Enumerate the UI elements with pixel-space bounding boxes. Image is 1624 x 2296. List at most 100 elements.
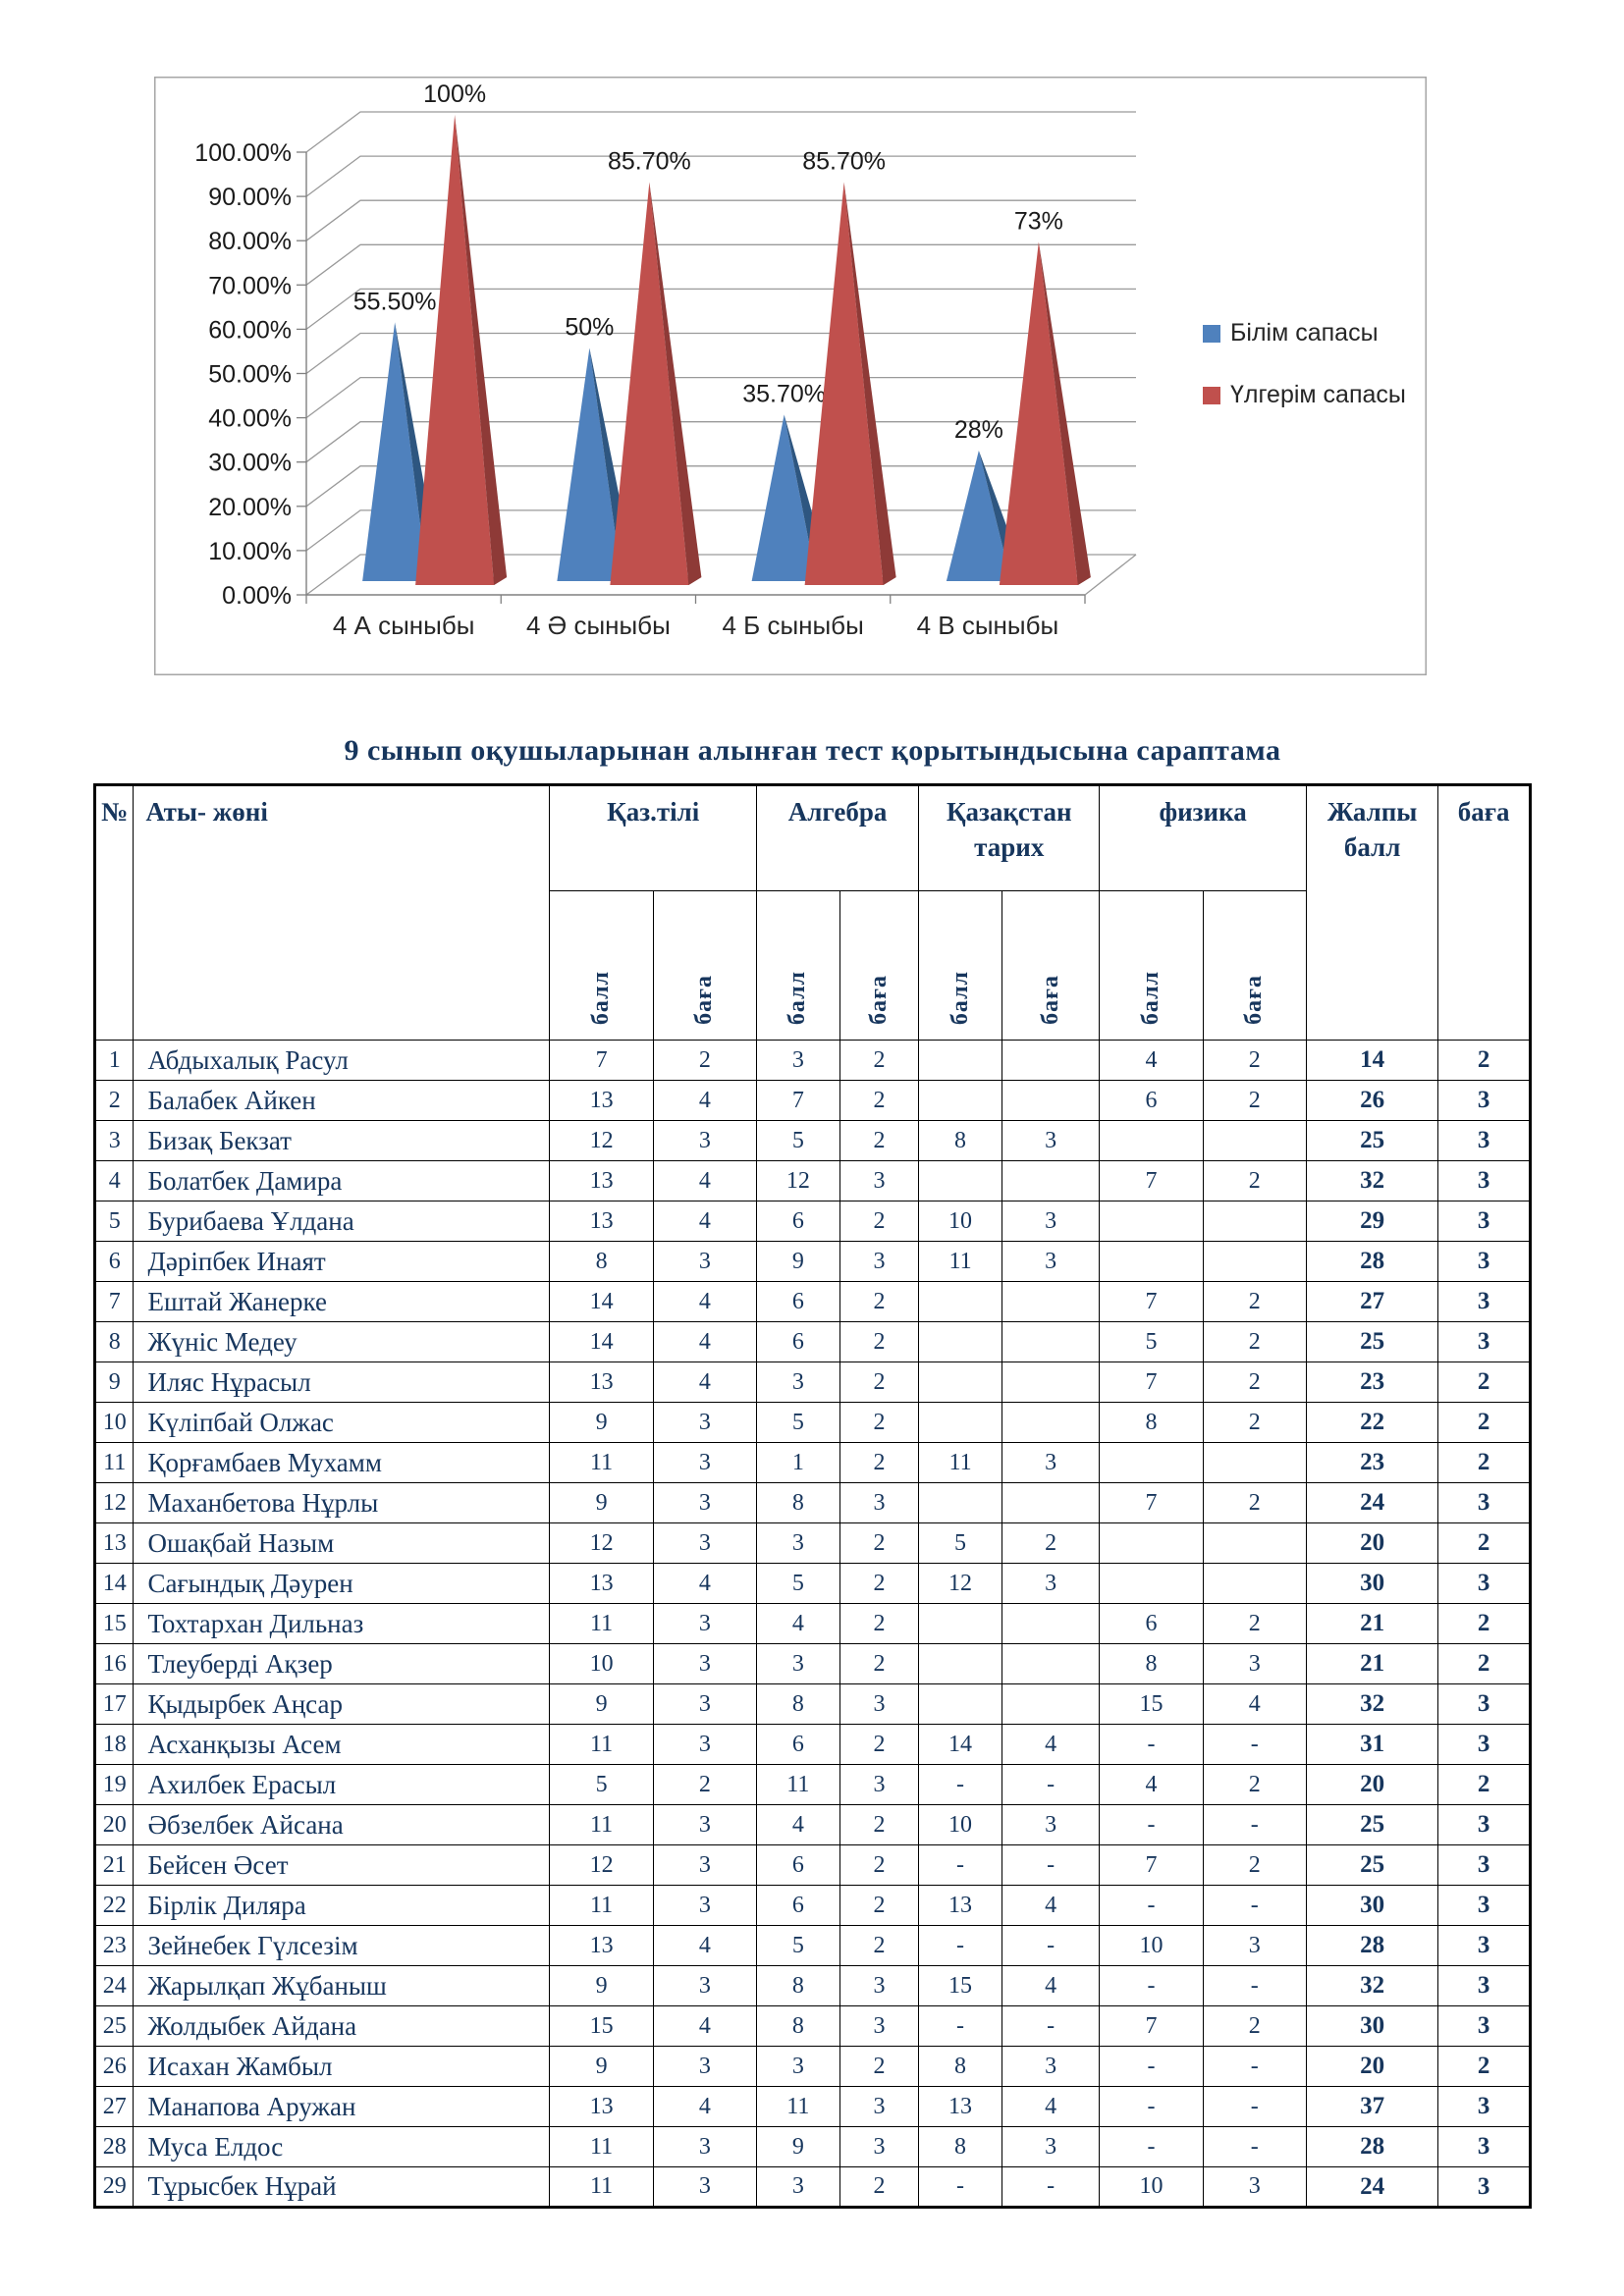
pyramid-side <box>649 182 702 585</box>
score-cell: 2 <box>839 1040 920 1081</box>
score-cell: 3 <box>652 1482 757 1523</box>
score-cell: 3 <box>1001 1563 1101 1604</box>
score-cell <box>1202 1201 1307 1242</box>
score-cell: 2 <box>839 1080 920 1121</box>
grade-cell: 2 <box>1437 1362 1531 1403</box>
pyramid-ulgerim <box>610 182 689 585</box>
score-cell: 3 <box>652 1643 757 1684</box>
table-row: 7 Ештай Жанерке 14 4 6 2 7 2 27 3 <box>93 1281 1531 1322</box>
grade-cell: 2 <box>1437 1442 1531 1483</box>
grade-cell: 3 <box>1437 2005 1531 2047</box>
score-cell <box>1202 1120 1307 1161</box>
score-cell <box>918 1281 1002 1322</box>
col-header-subject-0: Қаз.тілі <box>549 784 757 891</box>
gridline <box>305 243 1136 286</box>
score-cell <box>1099 1120 1204 1161</box>
grade-cell: 3 <box>1437 1321 1531 1362</box>
score-cell: 8 <box>755 1683 840 1725</box>
score-cell: 7 <box>1099 1482 1204 1523</box>
score-cell: - <box>1099 2126 1204 2167</box>
pyramid-side <box>455 115 508 585</box>
score-cell: 13 <box>549 1563 654 1604</box>
table-row: 16 Тлеуберді Ақзер 10 3 3 2 8 3 21 2 <box>93 1643 1531 1684</box>
score-cell <box>918 1362 1002 1403</box>
legend-swatch <box>1203 325 1220 343</box>
score-cell: 10 <box>918 1804 1002 1845</box>
row-number: 2 <box>93 1080 135 1121</box>
score-cell: 15 <box>549 2005 654 2047</box>
score-cell: 3 <box>1202 1925 1307 1966</box>
y-axis-label: 80.00% <box>208 228 292 255</box>
score-cell: 3 <box>652 1442 757 1483</box>
table-row: 2 Балабек Айкен 13 4 7 2 6 2 26 3 <box>93 1080 1531 1121</box>
subcol-header-score-3-label: балл <box>1137 970 1164 1025</box>
score-cell: 10 <box>918 1201 1002 1242</box>
score-cell: 1 <box>755 1442 840 1483</box>
data-label: 85.70% <box>608 147 691 175</box>
score-cell: 10 <box>549 1643 654 1684</box>
score-cell: 9 <box>755 1241 840 1282</box>
score-cell: 2 <box>652 1764 757 1805</box>
score-cell: 4 <box>1001 2086 1101 2127</box>
score-cell: 6 <box>755 1281 840 1322</box>
score-cell: - <box>1001 1925 1101 1966</box>
score-cell <box>1099 1201 1204 1242</box>
score-cell <box>1001 1482 1101 1523</box>
row-number: 18 <box>93 1724 135 1765</box>
y-axis-label: 20.00% <box>208 494 292 521</box>
score-cell: 6 <box>755 1201 840 1242</box>
total-cell: 32 <box>1305 1160 1439 1201</box>
legend-label: Үлгерім сапасы <box>1230 381 1406 408</box>
score-cell <box>918 1160 1002 1201</box>
y-axis-label: 90.00% <box>208 184 292 211</box>
grade-cell: 3 <box>1437 2166 1531 2208</box>
grade-cell: 3 <box>1437 1683 1531 1725</box>
student-name: Жолдыбек Айдана <box>133 2005 551 2047</box>
score-cell <box>918 1482 1002 1523</box>
grade-cell: 3 <box>1437 1160 1531 1201</box>
legend-swatch <box>1203 387 1220 404</box>
score-cell: 4 <box>1001 1885 1101 1926</box>
table-row: 20 Әбзелбек Айсана 11 3 4 2 10 3- -25 3 <box>93 1804 1531 1845</box>
score-cell: 11 <box>549 1804 654 1845</box>
score-cell: 9 <box>549 2046 654 2087</box>
student-name: Бизақ Бекзат <box>133 1120 551 1161</box>
category-label: 4 Ә сыныбы <box>526 611 671 640</box>
score-cell: 8 <box>549 1241 654 1282</box>
table-row: 22 Бірлік Диляра 11 3 6 2 13 4- -30 3 <box>93 1885 1531 1926</box>
table-row: 23 Зейнебек Гүлсезім 13 4 5 2- -10 3 28 3 <box>93 1925 1531 1966</box>
table-row: 8 Жүніс Медеу 14 4 6 2 5 2 25 3 <box>93 1321 1531 1362</box>
score-cell <box>1202 1442 1307 1483</box>
score-cell: - <box>1202 2126 1307 2167</box>
student-name: Қыдырбек Аңсар <box>133 1683 551 1725</box>
pyramid-side <box>843 182 896 585</box>
table-row: 21 Бейсен Әсет 12 3 6 2- -7 2 25 3 <box>93 1844 1531 1886</box>
score-cell: 2 <box>1202 1402 1307 1443</box>
score-cell <box>918 1643 1002 1684</box>
score-cell: - <box>1001 2005 1101 2047</box>
table-row: 25 Жолдыбек Айдана 15 4 8 3- -7 2 30 3 <box>93 2005 1531 2047</box>
score-cell: 4 <box>652 1160 757 1201</box>
score-cell: 2 <box>1202 1764 1307 1805</box>
student-name: Ештай Жанерке <box>133 1281 551 1322</box>
score-cell: 3 <box>1001 2046 1101 2087</box>
grade-cell: 3 <box>1437 1201 1531 1242</box>
score-cell: 8 <box>918 2126 1002 2167</box>
grade-cell: 3 <box>1437 2126 1531 2167</box>
student-name: Тлеуберді Ақзер <box>133 1643 551 1684</box>
score-cell <box>1001 1321 1101 1362</box>
grade-cell: 3 <box>1437 1281 1531 1322</box>
score-cell <box>1001 1080 1101 1121</box>
subcol-header-grade-1-label: баға <box>865 975 892 1025</box>
score-cell: 8 <box>918 2046 1002 2087</box>
score-cell <box>918 1683 1002 1725</box>
row-number: 10 <box>93 1402 135 1443</box>
score-cell: 2 <box>839 1603 920 1644</box>
pyramid-chart-svg: 0.00% 10.00% 20.00% 30.00% 40.00% 50.00% 60.00… <box>154 77 1427 675</box>
floor-right-edge <box>1084 554 1137 596</box>
row-number: 22 <box>93 1885 135 1926</box>
y-axis-label: 10.00% <box>208 538 292 565</box>
results-table: № Аты- жөні Қаз.тілі Алгебра Қазақстан тарих… <box>93 783 1532 2209</box>
score-cell: 4 <box>652 1201 757 1242</box>
score-cell <box>1001 1160 1101 1201</box>
